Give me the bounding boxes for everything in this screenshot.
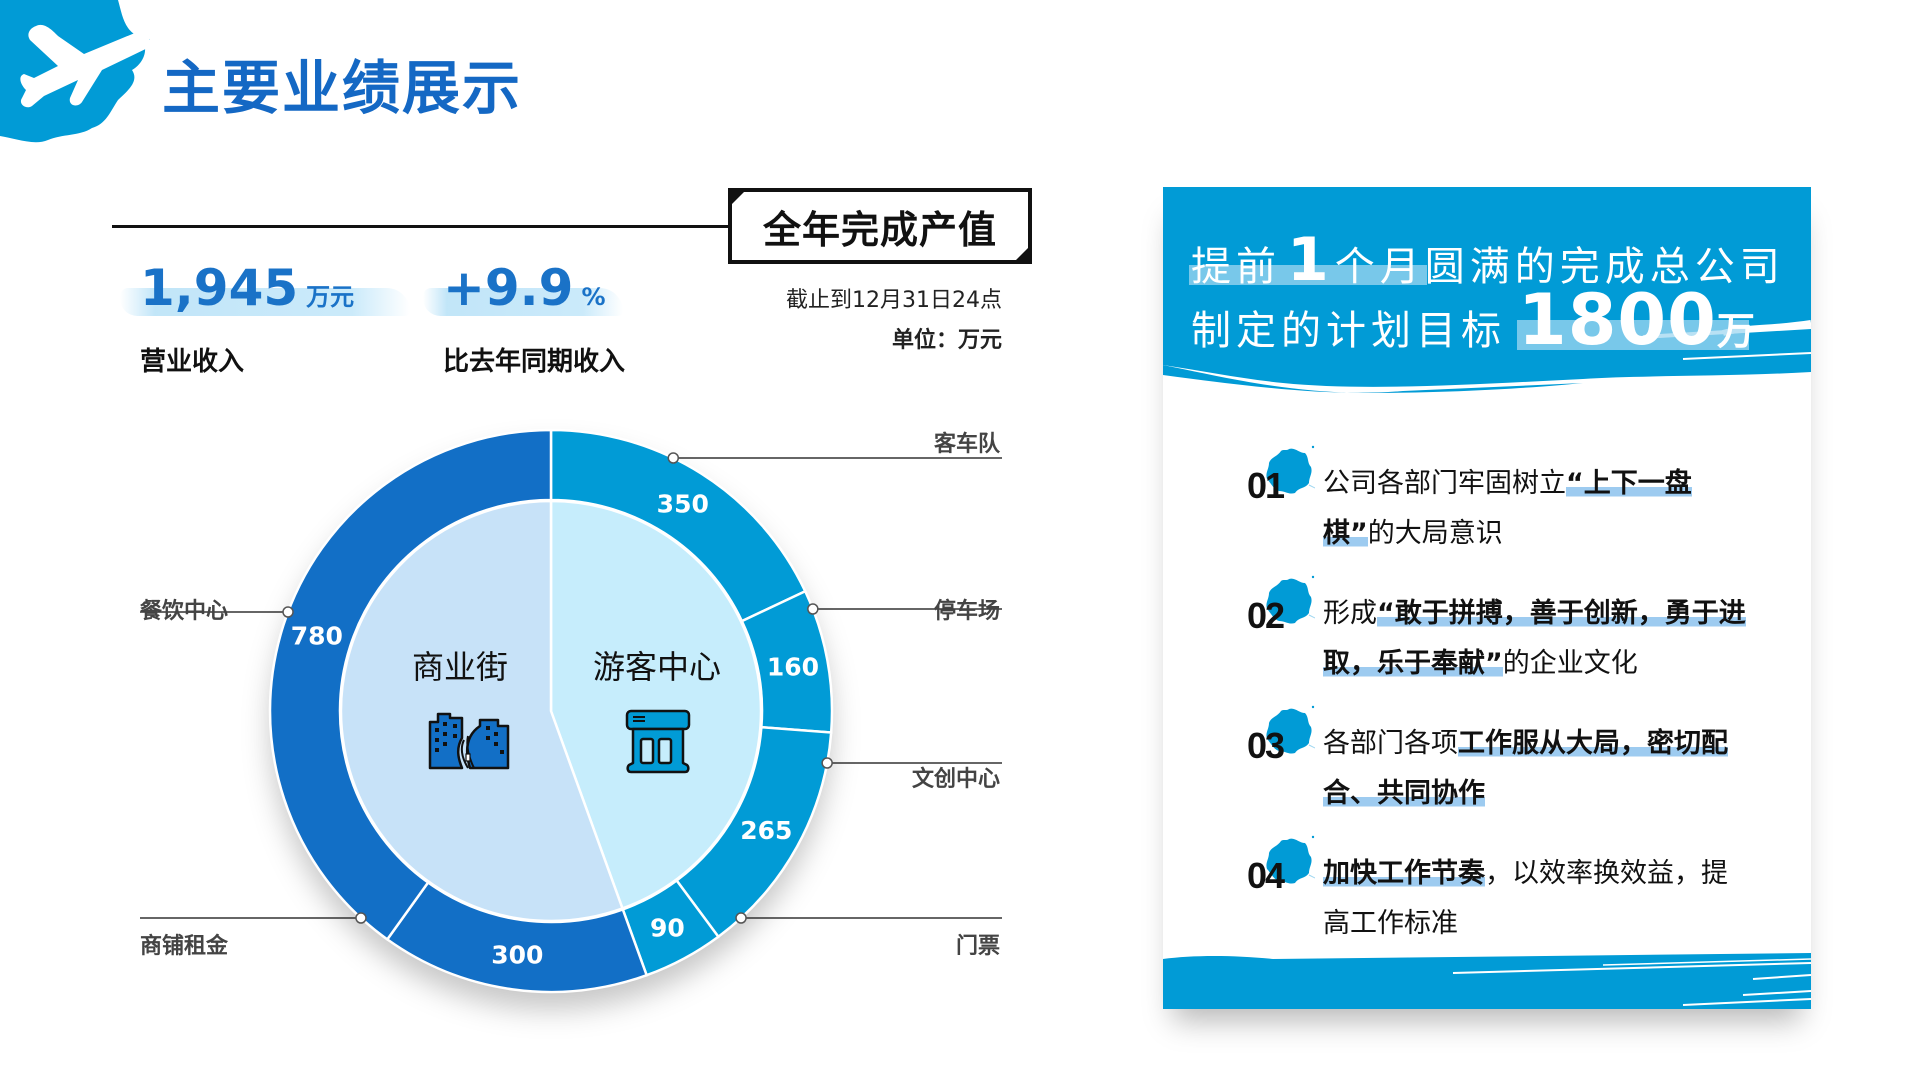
kpi-growth: +9.9% 比去年同期收入 — [423, 258, 626, 378]
item-text-emphasis: 加快工作节奏 — [1323, 858, 1485, 889]
inner-segment — [339, 499, 625, 923]
store-icon — [625, 709, 691, 774]
brush-highlight — [120, 288, 410, 316]
brush-highlight — [423, 288, 623, 316]
inner-label-visitor-center: 游客中心 — [593, 648, 722, 686]
unit-label: 单位：万元 — [891, 328, 1002, 353]
inner-pie — [339, 499, 763, 923]
section-title: 全年完成产值 — [762, 207, 997, 252]
item-text: 加快工作节奏，以效率换效益，提高工作标准 — [1323, 849, 1753, 949]
ink-splat-icon — [1266, 445, 1315, 494]
data-label: 300 — [491, 941, 543, 970]
leader-label-creative-center: 文创中心 — [911, 767, 1000, 792]
item-number: 02 — [1247, 595, 1285, 636]
kpi-value: 1,945 万元 — [140, 259, 355, 317]
inner-label-commercial-street: 商业街 — [412, 648, 509, 686]
item-text: 各部门各项工作服从大局，密切配合、共同协作 — [1323, 719, 1753, 819]
goal-panel: 提前 1 个月圆满的完成总公司 制定的计划目标 1800万 01 公司各部门牢固树立“上… — [1163, 187, 1811, 1009]
kpi-unit: 万元 — [306, 283, 355, 311]
leader-label-parking: 停车场 — [933, 599, 1000, 624]
item-text-segment: 形成 — [1323, 598, 1377, 629]
item-number: 03 — [1247, 725, 1285, 766]
leader-label-shop-rent: 商铺租金 — [140, 934, 229, 959]
item-text: 公司各部门牢固树立“上下一盘棋”的大局意识 — [1323, 459, 1753, 559]
item-text-segment: 公司各部门牢固树立 — [1323, 468, 1566, 499]
headline-highlight — [1189, 265, 1427, 285]
city-street-icon — [428, 712, 510, 770]
section-title-box: 全年完成产值 — [728, 188, 1032, 264]
as-of-date: 截止到12月31日24点 — [786, 288, 1002, 313]
headline-highlight — [1517, 320, 1749, 350]
outer-ring — [268, 428, 834, 994]
inner-segment — [549, 499, 763, 911]
ink-splat-icon — [1266, 835, 1315, 884]
item-text-segment: 的大局意识 — [1367, 518, 1503, 549]
item-text-segment: ，以效率换效益，提高工作标准 — [1323, 858, 1728, 939]
data-label: 160 — [767, 653, 819, 682]
brush-footer-background — [1163, 953, 1811, 1009]
nested-donut-chart: 350 160 265 90 300 780 — [140, 428, 1002, 994]
airplane-logo-icon — [0, 0, 150, 143]
kpi-revenue: 1,945 万元 营业收入 — [120, 258, 410, 378]
kpi-unit: % — [581, 283, 606, 311]
leader-label-bus-fleet: 客车队 — [933, 432, 1000, 457]
section-divider — [112, 225, 732, 228]
item-text-segment: 的企业文化 — [1502, 648, 1638, 679]
item-number: 01 — [1247, 465, 1285, 506]
item-text-segment: 各部门各项 — [1323, 728, 1458, 759]
item-number: 04 — [1247, 855, 1285, 896]
kpi-label: 比去年同期收入 — [443, 347, 626, 377]
data-label: 780 — [291, 622, 343, 651]
page-title: 主要业绩展示 — [162, 54, 523, 122]
data-label: 265 — [740, 816, 792, 845]
data-label: 350 — [657, 489, 709, 518]
leader-label-dining-center: 餐饮中心 — [140, 599, 229, 624]
leader-lines — [140, 452, 1002, 924]
item-text: 形成“敢于拼搏，善于创新，勇于进取，乐于奉献”的企业文化 — [1323, 589, 1753, 689]
corner-decoration — [1015, 247, 1029, 261]
kpi-label: 营业收入 — [140, 347, 245, 377]
kpi-value: +9.9% — [443, 259, 606, 317]
data-labels: 350 160 265 90 300 780 — [291, 489, 819, 969]
leader-label-tickets: 门票 — [955, 934, 1000, 959]
corner-decoration — [731, 191, 745, 205]
data-label: 90 — [650, 914, 685, 943]
headline-line-1: 提前 1 个月圆满的完成总公司 — [1191, 225, 1785, 295]
headline-line-2: 制定的计划目标 1800万 — [1191, 279, 1755, 361]
ink-splat-icon — [1266, 575, 1315, 624]
ink-splat-icon — [1266, 705, 1315, 754]
